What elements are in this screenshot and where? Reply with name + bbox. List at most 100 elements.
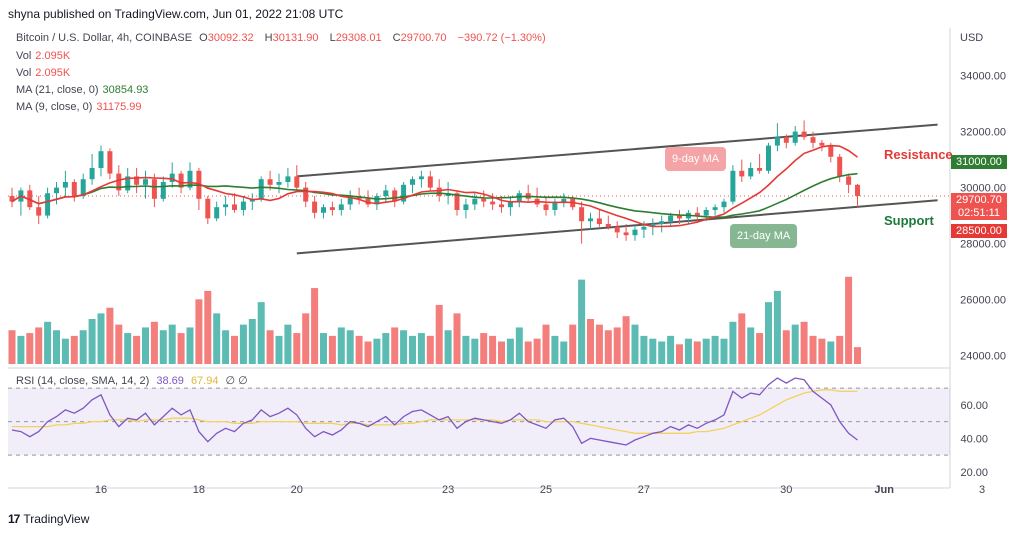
candle-body: [240, 201, 246, 210]
candle-body: [855, 184, 860, 196]
candle-body: [258, 179, 264, 199]
volume-bar: [400, 330, 408, 364]
volume-bar: [729, 321, 737, 364]
ma21-line: [11, 172, 858, 219]
volume-bar: [177, 333, 185, 364]
price-tick-label: 34000.00: [960, 71, 1006, 83]
ma9-callout: 9-day MA: [665, 147, 727, 171]
ma9-legend[interactable]: MA (9, close, 0) 31175.99: [16, 101, 142, 113]
candle-body: [401, 184, 407, 202]
volume-bar: [854, 347, 861, 364]
volume-bar: [782, 330, 790, 364]
candle-body: [338, 204, 344, 210]
volume-bar: [302, 313, 310, 364]
candle-body: [694, 212, 700, 216]
candle-body: [837, 156, 843, 177]
volume-bar: [311, 288, 319, 364]
volume-bar: [489, 335, 497, 364]
volume-bar: [613, 327, 621, 364]
support-price-tag: 28500.00: [951, 224, 1007, 238]
volume-bar: [168, 324, 176, 364]
volume-bar: [587, 319, 594, 364]
candle-body: [579, 207, 585, 222]
volume-bar: [800, 321, 808, 364]
volume-bar: [150, 321, 158, 364]
candle-body: [365, 198, 371, 205]
candle-body: [766, 145, 771, 171]
candle-body: [214, 207, 220, 219]
volume-bar: [818, 338, 826, 364]
volume-bar: [293, 333, 301, 364]
rsi-value: 38.69: [156, 375, 184, 387]
volume-bar: [320, 333, 327, 364]
volume-bar: [328, 335, 336, 364]
candle-body: [668, 215, 674, 222]
volume-bar: [8, 330, 16, 364]
footer[interactable]: 17 TradingView: [8, 512, 89, 526]
candle-body: [846, 176, 852, 185]
ma9-value: 31175.99: [96, 101, 142, 113]
volume-bar: [578, 279, 586, 364]
price-tick-label: 24000.00: [960, 351, 1006, 363]
candle-body: [187, 170, 193, 188]
volume-value-1: 2.095K: [35, 50, 71, 62]
candle-body: [623, 232, 629, 236]
volume-legend-2: Vol 2.095K: [16, 67, 71, 79]
volume-bar: [337, 327, 345, 364]
symbol-name[interactable]: Bitcoin / U.S. Dollar, 4h, COINBASE: [16, 32, 193, 44]
volume-bar: [186, 327, 194, 364]
volume-bar: [159, 330, 167, 364]
rsi-tick-label: 40.00: [960, 433, 988, 445]
volume-bar: [453, 313, 461, 364]
volume-bar: [791, 324, 799, 364]
volume-bar: [35, 327, 43, 364]
volume-bar: [133, 335, 141, 364]
volume-bar: [658, 341, 666, 364]
volume-bar: [533, 338, 541, 364]
candle-body: [392, 190, 398, 202]
candle-body: [54, 187, 59, 194]
volume-bar: [640, 335, 648, 364]
candle-body: [588, 218, 593, 222]
candle-body: [730, 170, 736, 202]
volume-bar: [17, 335, 25, 364]
channel-upper-line: [296, 123, 938, 178]
volume-bar: [702, 338, 710, 364]
candle-body: [792, 131, 798, 143]
volume-bar: [480, 333, 488, 364]
footer-brand: TradingView: [23, 512, 90, 526]
volume-bar: [765, 302, 772, 364]
volume-bars: [8, 276, 861, 364]
axes: 24000.00 26000.00 28000.00 30000.00 32000.00…: [95, 71, 1006, 496]
volume-bar: [604, 330, 612, 364]
resistance-label: Resistance: [884, 147, 953, 162]
volume-bar: [266, 330, 274, 364]
volume-bar: [231, 335, 238, 364]
volume-bar: [195, 299, 203, 364]
current-price-tag: 29700.70: [951, 193, 1007, 207]
candle-body: [347, 196, 353, 205]
candle-body: [116, 173, 122, 191]
rsi-sma-line: [12, 389, 858, 434]
candle-body: [499, 204, 504, 208]
time-tick-label: 20: [291, 484, 303, 496]
candle-body: [80, 179, 86, 196]
candle-body: [71, 182, 77, 196]
publish-info: shyna published on TradingView.com, Jun …: [8, 7, 344, 21]
candle-body: [596, 218, 602, 224]
rsi-legend[interactable]: RSI (14, close, SMA, 14, 2) 38.69 67.94 …: [16, 375, 248, 387]
price-tick-label: 26000.00: [960, 295, 1006, 307]
rsi-sma-value: 67.94: [190, 375, 219, 387]
volume-bar: [435, 304, 443, 364]
ma9-line: [11, 144, 858, 228]
volume-bar: [845, 276, 853, 364]
volume-bar: [248, 319, 256, 364]
volume-bar: [569, 324, 577, 364]
close-value: C29700.70: [392, 32, 447, 44]
candle-body: [45, 193, 51, 216]
candle-body: [632, 229, 638, 236]
candle-body: [418, 176, 424, 180]
ma21-legend[interactable]: MA (21, close, 0) 30854.93: [16, 84, 149, 96]
volume-bar: [61, 338, 69, 364]
